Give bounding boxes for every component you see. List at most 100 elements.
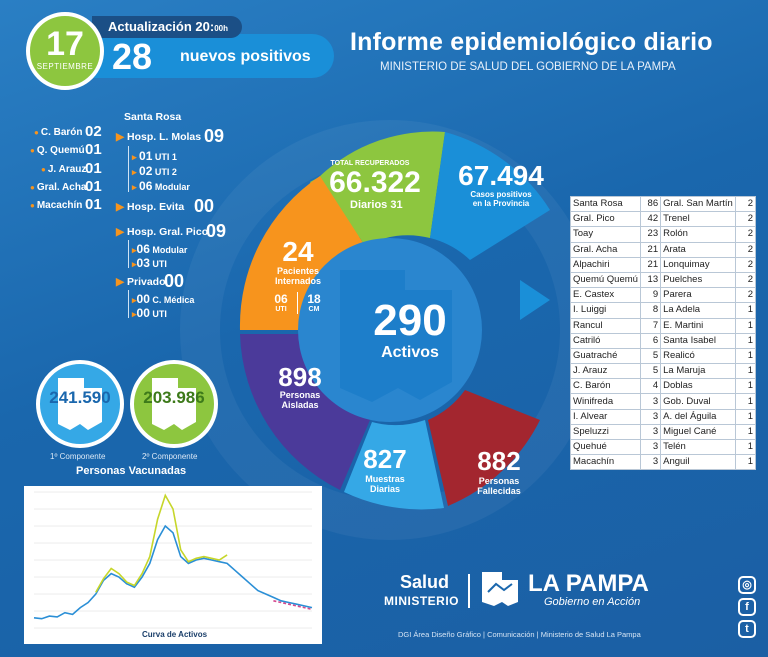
sub-item: ▸ 02 UTI 2 [132,164,177,178]
table-count: 8 [640,302,662,319]
table-count: 2 [735,271,756,289]
table-row: C. Barón 4 Doblas 1 [569,378,756,395]
sub-label: UTI 2 [154,167,177,177]
table-row: Santa Rosa 86 Gral. San Martín 2 [569,195,756,213]
series-line-2 [95,493,228,593]
table-locality: La Maruja [660,363,736,380]
locality-name: Q. Quemú [36,145,85,156]
update-time: Actualización 20:00h [92,16,242,38]
table-count: 3 [640,393,662,410]
table-row: I. Luiggi 8 La Adela 1 [569,302,756,319]
active-curve-chart: Curva de Activos [24,486,322,644]
locality-name: C. Barón [40,127,83,138]
new-positives-label: nuevos positivos [180,48,311,65]
table-count: 2 [735,256,756,273]
locality-value: 01 [85,178,102,195]
table-locality: Alpachiri [569,256,642,273]
table-row: Rancul 7 E. Martini 1 [569,317,756,334]
locality-5: ● Macachín [30,200,83,211]
table-row: J. Arauz 5 La Maruja 1 [569,363,756,380]
positive-cases-label: Casos positivos [470,190,532,199]
sub-value: 00 [136,292,150,306]
instagram-icon[interactable]: ◎ [738,576,756,594]
facebook-icon[interactable]: f [738,598,756,616]
uti-label: UTI [275,306,287,313]
deceased-value: 882 [477,446,521,476]
table-locality: I. Alvear [569,408,642,425]
table-count: 1 [735,317,756,334]
sub-value: 01 [139,149,153,163]
table-count: 2 [735,226,756,243]
deceased-label: Personas [478,476,520,486]
recovered-label: TOTAL RECUPERADOS [330,160,410,167]
cm-value: 18 [307,292,321,306]
sub-value: 03 [136,256,150,270]
table-locality: Gral. San Martín [660,195,736,213]
table-count: 2 [735,287,756,304]
hospital-privado: ▶ Privado [116,276,166,288]
second-dose-value: 203.986 [143,388,205,407]
segment-positive [430,132,550,260]
table-count: 1 [735,363,756,380]
table-count: 6 [640,332,662,349]
table-locality: Rancul [569,317,642,334]
table-count: 5 [640,347,662,365]
table-row: Quehué 3 Telén 1 [569,438,756,456]
update-label: Actualización 20: [108,19,215,34]
table-locality: I. Luiggi [569,302,642,319]
table-locality: Doblas [660,378,736,395]
ministerio-label: MINISTERIO [384,594,460,608]
hospital-value: 00 [194,196,215,216]
table-locality: Anguil [660,454,736,471]
table-count: 2 [735,241,756,258]
sub-item: ▸03 UTI [132,256,167,270]
table-row: I. Alvear 3 A. del Águila 1 [569,408,756,425]
table-count: 3 [640,408,662,425]
table-count: 1 [735,332,756,349]
daily-value: 31 [390,199,403,211]
series-line-1 [33,524,313,620]
samples-label: Muestras [365,474,405,484]
sub-item: ▸ 01 UTI 1 [132,149,177,163]
divider [128,240,129,268]
locality-1: ● C. Barón [34,127,83,138]
table-count: 42 [640,211,662,228]
hospital-molas: ▶ Hosp. L. Molas [116,131,202,143]
segment-deceased [428,390,540,506]
table-count: 2 [735,211,756,228]
divider [297,292,298,314]
stats-wheel [239,131,550,510]
twitter-icon[interactable]: t [738,620,756,638]
table-row: E. Castex 9 Parera 2 [569,287,756,304]
sub-label: UTI [152,259,167,269]
table-locality: E. Martini [660,317,736,334]
table-locality: Macachín [569,454,642,471]
locality-value: 01 [85,160,102,177]
table-count: 13 [640,271,662,289]
table-count: 1 [735,408,756,425]
hospital-value: 09 [206,221,227,241]
series-line-3 [273,600,313,611]
hospital-name: Hosp. Gral. Pico [127,226,209,238]
table-locality: Lonquimay [660,256,736,273]
table-locality: Toay [569,226,642,243]
sub-value: 02 [139,164,153,178]
table-row: Guatraché 5 Realicó 1 [569,347,756,365]
table-locality: Santa Rosa [569,195,642,213]
date-day: 17 [46,25,84,63]
table-locality: Catriló [569,332,642,349]
table-locality: Arata [660,241,736,258]
table-count: 86 [640,195,662,213]
sub-item: ▸ 06 Modular [132,179,190,193]
new-positives-count: 28 [112,36,153,77]
table-row: Gral. Acha 21 Arata 2 [569,241,756,258]
arrow-shape [520,280,550,320]
province-logo-icon [482,572,518,606]
second-dose-label: 2º Componente [142,452,198,461]
table-count: 1 [735,423,756,441]
date-month: SEPTIEMBRE [36,62,94,71]
daily-recovered: Diarios 31 [350,199,403,211]
footer-credits: DGI Área Diseño Gráfico | Comunicación |… [398,630,641,639]
vaccinated-title: Personas Vacunadas [76,465,187,477]
locality-name: Gral. Acha [36,182,87,193]
